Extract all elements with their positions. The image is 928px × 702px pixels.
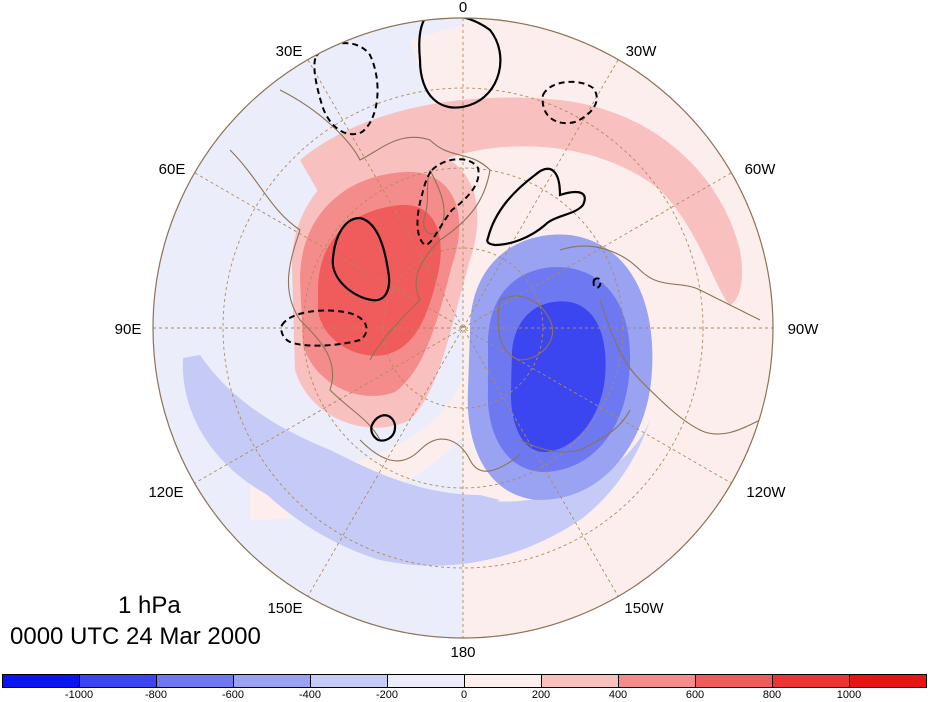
lon-label-30e: 30E: [276, 43, 303, 60]
colorbar-tick-label: -1000: [64, 689, 94, 701]
colorbar-swatch: [387, 674, 465, 688]
lon-label-0: 0: [459, 0, 467, 16]
lon-label-30w: 30W: [626, 43, 658, 60]
colorbar-swatch: [156, 674, 234, 688]
colorbar: -1000 -800 -600 -400 -200 0 200 400 600 800 1000: [0, 674, 928, 702]
polar-map: 0 30E 30W 60E 60W 90E 90W 120E 120W 150E…: [115, 0, 820, 661]
negative-lobe-600: [510, 301, 606, 452]
colorbar-swatch: [849, 674, 927, 688]
lon-label-150e: 150E: [267, 600, 302, 617]
colorbar-swatch: [541, 674, 619, 688]
colorbar-tick-label: 400: [608, 689, 628, 701]
positive-lobe-600: [318, 204, 441, 356]
colorbar-swatch: [464, 674, 542, 688]
colorbar-tick-label: 800: [762, 689, 782, 701]
negative-band-200b: [182, 355, 500, 526]
colorbar-tick-label: -600: [221, 689, 245, 701]
lon-label-120e: 120E: [148, 484, 183, 501]
map-boundary: [152, 17, 774, 639]
anomaly-shading: [153, 18, 773, 638]
colorbar-tick-label: 600: [685, 689, 705, 701]
colorbar-tick-label: -400: [298, 689, 322, 701]
negative-band-200: [185, 355, 650, 566]
colorbar-tick-label: -800: [144, 689, 168, 701]
coastlines: [229, 89, 761, 472]
colorbar-tick-label: 200: [531, 689, 551, 701]
lon-label-90w: 90W: [788, 321, 820, 338]
colorbar-swatch: [310, 674, 388, 688]
colorbar-swatch: [695, 674, 773, 688]
colorbar-tick-label: 1000: [836, 689, 862, 701]
colorbar-swatch: [233, 674, 311, 688]
lon-label-60e: 60E: [159, 161, 186, 178]
colorbar-swatch: [772, 674, 850, 688]
colorbar-swatch: [2, 674, 80, 688]
colorbar-swatch: [618, 674, 696, 688]
lon-label-180: 180: [450, 644, 475, 661]
lon-label-90e: 90E: [115, 321, 142, 338]
lon-label-120w: 120W: [746, 484, 786, 501]
lon-label-150w: 150W: [624, 600, 664, 617]
positive-arc-200: [300, 97, 742, 305]
valid-time-title: 0000 UTC 24 Mar 2000: [10, 623, 261, 650]
negative-contours: [280, 42, 602, 347]
colorbar-tick-label: 0: [460, 689, 468, 701]
positive-contours: [331, 18, 586, 442]
colorbar-tick-label: -200: [375, 689, 399, 701]
pressure-level-title: 1 hPa: [118, 592, 181, 619]
lon-label-60w: 60W: [745, 161, 777, 178]
graticule-meridians: [153, 18, 773, 638]
colorbar-swatch: [79, 674, 157, 688]
